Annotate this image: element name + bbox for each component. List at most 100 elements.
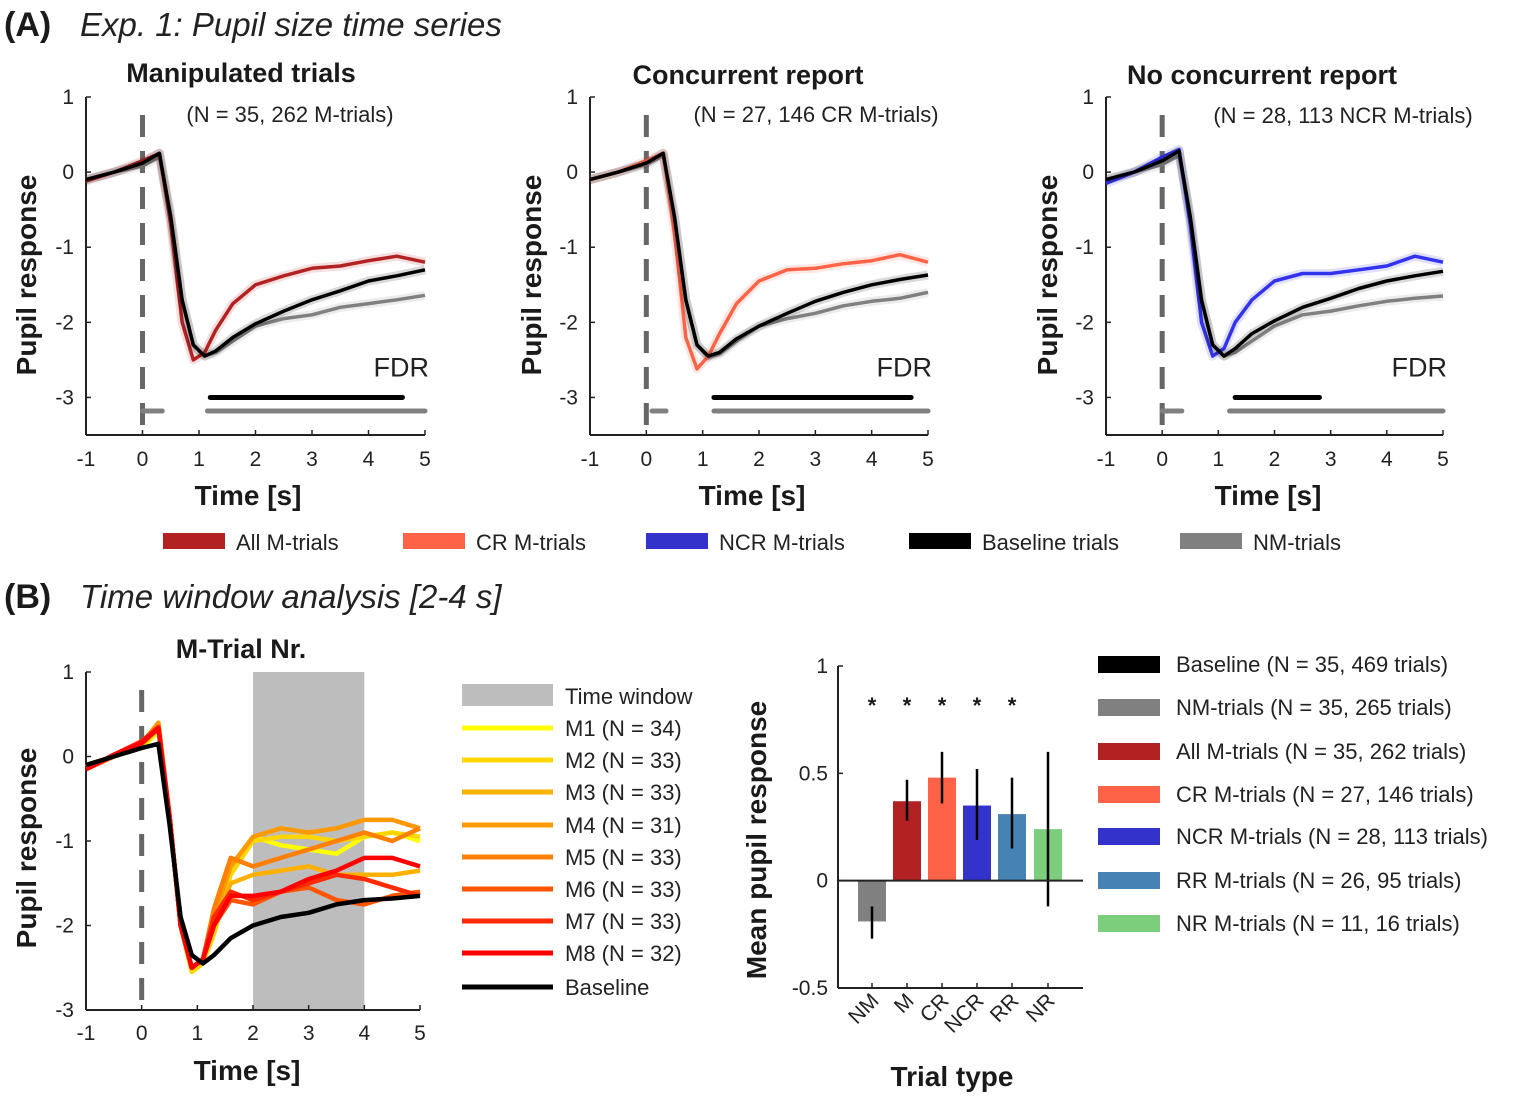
x-tick-label: 4 — [1381, 448, 1393, 471]
y-tick-label: 0 — [62, 161, 74, 184]
series-line-1 — [589, 151, 929, 371]
y-tick-label: -3 — [559, 386, 578, 409]
y-tick-label: 0.5 — [799, 762, 828, 785]
x-tick-label: -1 — [77, 448, 96, 471]
x-axis-label: Time [s] — [194, 1055, 301, 1086]
legend-label: NCR M-trials — [719, 530, 845, 555]
y-tick-label: 0 — [816, 870, 828, 893]
legend-swatch — [1098, 828, 1160, 845]
panel-a-label: (A) — [4, 6, 51, 44]
x-tick-label: 1 — [1212, 448, 1224, 471]
x-tick-label: 5 — [1437, 448, 1449, 471]
x-tick-label: 4 — [358, 1022, 370, 1045]
y-tick-label: -1 — [55, 830, 74, 853]
y-tick-label: 0 — [566, 161, 578, 184]
legend-label: M5 (N = 33) — [565, 845, 682, 870]
y-tick-label: 1 — [1082, 86, 1094, 109]
y-tick-label: -0.5 — [792, 977, 828, 1000]
x-tick-label: 2 — [1269, 448, 1281, 471]
significance-asterisk: * — [868, 693, 877, 718]
x-tick-label: 0 — [136, 1022, 148, 1045]
y-tick-label: -1 — [559, 236, 578, 259]
y-tick-label: 1 — [816, 655, 828, 678]
legend-swatch — [1098, 786, 1160, 803]
series-line-7 — [84, 726, 421, 971]
x-tick-label: NR — [1022, 989, 1060, 1027]
x-tick-label: 0 — [137, 448, 149, 471]
x-tick-label: -1 — [77, 1022, 96, 1045]
legend-label: Time window — [565, 684, 693, 709]
y-tick-label: 0 — [62, 746, 74, 769]
legend-label: All M-trials (N = 35, 262 trials) — [1176, 739, 1466, 764]
series-line-8 — [85, 741, 421, 966]
series-line-2 — [589, 151, 929, 358]
series-line-1 — [1105, 147, 1444, 358]
series-line-2 — [85, 151, 426, 358]
y-axis-label: Pupil response — [11, 748, 42, 949]
legend-label: M7 (N = 33) — [565, 909, 682, 934]
x-tick-label: 5 — [414, 1022, 426, 1045]
x-tick-label: 1 — [697, 448, 709, 471]
significance-asterisk: * — [1008, 693, 1017, 718]
x-tick-label: 3 — [303, 1022, 315, 1045]
legend-label: M3 (N = 33) — [565, 780, 682, 805]
x-tick-label: 1 — [193, 448, 205, 471]
x-tick-label: 0 — [1156, 448, 1168, 471]
x-tick-label: RR — [986, 989, 1024, 1027]
x-tick-label: 4 — [866, 448, 878, 471]
y-axis-label: Pupil response — [11, 175, 42, 376]
y-axis-label: Pupil response — [516, 175, 547, 376]
legend-swatch — [1098, 915, 1160, 932]
x-tick-label: 5 — [419, 448, 431, 471]
panel-a-title: Exp. 1: Pupil size time series — [80, 6, 502, 43]
series-line-0 — [1105, 153, 1444, 358]
y-tick-label: -1 — [1075, 236, 1094, 259]
x-tick-label: 3 — [1325, 448, 1337, 471]
x-axis-label: Time [s] — [195, 480, 302, 511]
legend-swatch — [163, 533, 225, 549]
y-tick-label: -3 — [55, 999, 74, 1022]
x-tick-label: 1 — [191, 1022, 203, 1045]
x-tick-label: M — [890, 989, 919, 1018]
legend-label: CR M-trials (N = 27, 146 trials) — [1176, 782, 1474, 807]
x-axis-label: Trial type — [891, 1061, 1014, 1092]
legend-label: NR M-trials (N = 11, 16 trials) — [1176, 911, 1460, 936]
y-tick-label: -3 — [1075, 386, 1094, 409]
legend-swatch — [1180, 533, 1242, 549]
legend-swatch — [646, 533, 708, 549]
legend-swatch — [909, 533, 971, 549]
x-tick-label: 2 — [250, 448, 262, 471]
x-tick-label: -1 — [581, 448, 600, 471]
x-tick-label: 3 — [809, 448, 821, 471]
panel-title: Concurrent report — [632, 60, 863, 90]
x-tick-label: -1 — [1097, 448, 1116, 471]
y-tick-label: 1 — [62, 86, 74, 109]
significance-asterisk: * — [938, 693, 947, 718]
fdr-label: FDR — [877, 352, 933, 382]
panel-subtitle: (N = 28, 113 NCR M-trials) — [1213, 103, 1472, 128]
legend-label: RR M-trials (N = 26, 95 trials) — [1176, 868, 1461, 893]
y-tick-label: -2 — [55, 915, 74, 938]
x-axis-label: Time [s] — [1215, 480, 1322, 511]
panel-title: Manipulated trials — [126, 58, 356, 88]
x-tick-label: 2 — [247, 1022, 259, 1045]
panel-subtitle: (N = 35, 262 M-trials) — [186, 102, 393, 127]
legend-label: Baseline (N = 35, 469 trials) — [1176, 652, 1448, 677]
x-tick-label: 3 — [306, 448, 318, 471]
fdr-label: FDR — [374, 352, 430, 382]
legend-swatch — [1098, 699, 1160, 716]
y-tick-label: -2 — [559, 311, 578, 334]
panel-title: M-Trial Nr. — [176, 634, 307, 664]
legend-label: All M-trials — [236, 530, 339, 555]
legend-label: M6 (N = 33) — [565, 877, 682, 902]
y-tick-label: 1 — [62, 661, 74, 684]
x-tick-label: 4 — [363, 448, 375, 471]
significance-asterisk: * — [903, 693, 912, 718]
legend-swatch-time-window — [462, 684, 553, 706]
panel-b-label: (B) — [4, 578, 51, 616]
legend-label: M1 (N = 34) — [565, 716, 682, 741]
legend-label: CR M-trials — [476, 530, 586, 555]
legend-label: M8 (N = 32) — [565, 941, 682, 966]
legend-swatch — [1098, 656, 1160, 673]
